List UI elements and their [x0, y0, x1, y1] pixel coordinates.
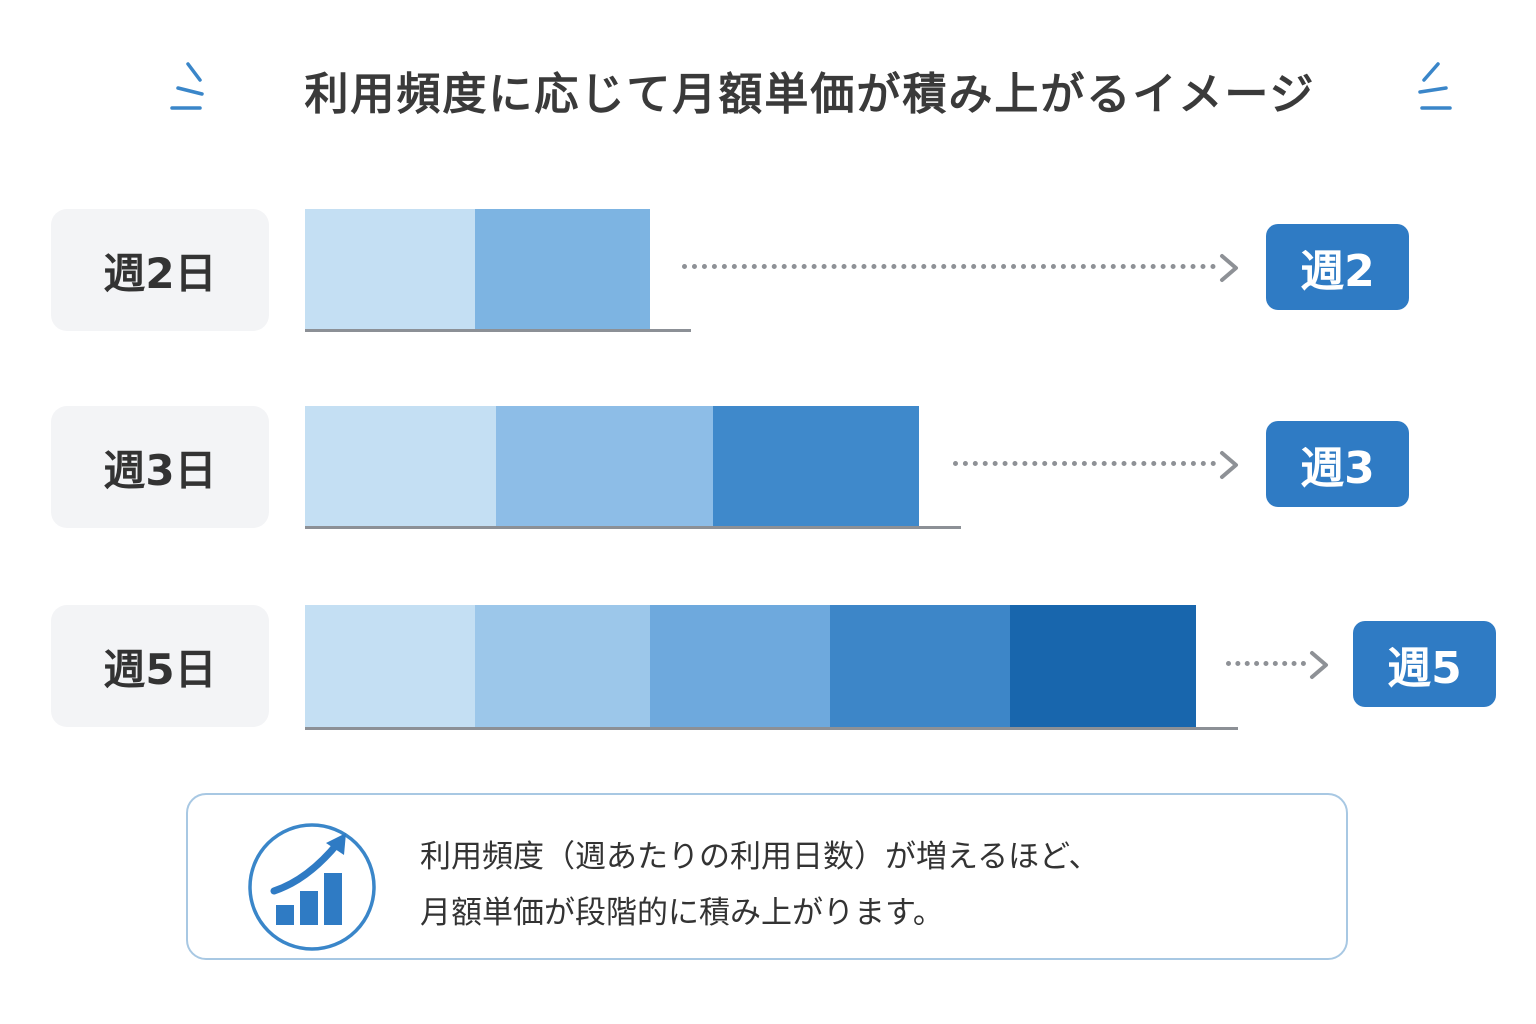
page-title: 利用頻度に応じて月額単価が積み上がるイメージ [304, 69, 1316, 120]
row-label-5days: 週5日 [51, 605, 269, 727]
dotted-connector [953, 461, 1216, 466]
row-label-3days: 週3日 [51, 406, 269, 528]
stack-bar-5days [305, 605, 1196, 728]
arrow-right-icon [1310, 651, 1328, 679]
bar-segment [475, 605, 650, 728]
badge-week5: 週5 [1353, 621, 1496, 707]
bar-baseline [305, 727, 1238, 730]
badge-week3: 週3 [1266, 421, 1409, 507]
note-box: 利用頻度（週あたりの利用日数）が増えるほど、 月額単価が段階的に積み上がります。 [186, 793, 1348, 960]
note-line-2: 月額単価が段階的に積み上がります。 [420, 895, 944, 931]
rising-bar-chart-icon [248, 823, 376, 951]
dotted-connector [1226, 661, 1306, 666]
bar-baseline [305, 329, 691, 332]
bar-segment [830, 605, 1010, 728]
bar-segment [1010, 605, 1196, 728]
arrow-right-icon [1220, 254, 1238, 282]
badge-week2: 週2 [1266, 224, 1409, 310]
dotted-connector [682, 264, 1216, 269]
sparkle-lines-icon [170, 62, 204, 110]
bar-baseline [305, 526, 961, 529]
bar-segment [305, 406, 496, 527]
bar-segment [305, 605, 475, 728]
note-text: 利用頻度（週あたりの利用日数）が増えるほど、 月額単価が段階的に積み上がります。 [420, 829, 1100, 941]
sparkle-lines-icon [1418, 62, 1452, 110]
stack-bar-3days [305, 406, 919, 527]
bar-segment [496, 406, 713, 527]
note-line-1: 利用頻度（週あたりの利用日数）が増えるほど、 [420, 839, 1100, 875]
arrow-right-icon [1220, 451, 1238, 479]
bar-segment [713, 406, 919, 527]
bar-segment [650, 605, 830, 728]
bar-segment [475, 209, 650, 330]
row-label-2days: 週2日 [51, 209, 269, 331]
bar-segment [305, 209, 475, 330]
stack-bar-2days [305, 209, 650, 330]
